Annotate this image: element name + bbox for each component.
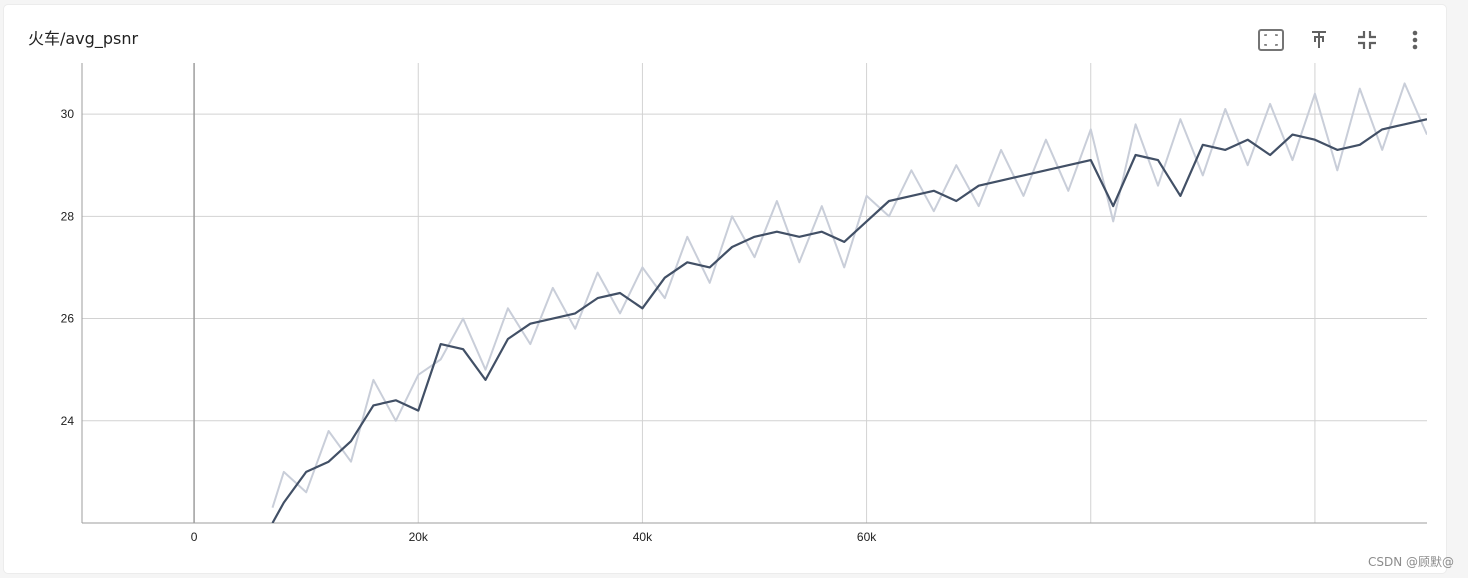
watermark: CSDN @顾默@ xyxy=(1367,555,1454,569)
y-tick-label: 30 xyxy=(61,107,75,121)
smoothed-series-line xyxy=(271,118,1427,523)
pin-button[interactable] xyxy=(1304,26,1334,54)
chart-card: 火车/avg_psnr xyxy=(4,5,1446,573)
y-tick-label: 28 xyxy=(61,209,75,223)
collapse-icon xyxy=(1358,31,1376,49)
raw-series-line xyxy=(271,82,1427,509)
chart-title: 火车/avg_psnr xyxy=(28,29,139,48)
fit-domain-button[interactable] xyxy=(1256,26,1286,54)
collapse-button[interactable] xyxy=(1352,26,1382,54)
x-tick-label: 60k xyxy=(857,530,877,544)
x-tick-label: 20k xyxy=(409,530,429,544)
fit-to-screen-icon xyxy=(1258,29,1284,51)
y-tick-label: 24 xyxy=(61,414,75,428)
more-menu-button[interactable] xyxy=(1400,26,1430,54)
y-tick-label: 26 xyxy=(61,312,75,326)
pin-icon xyxy=(1312,31,1326,48)
x-tick-label: 40k xyxy=(633,530,653,544)
card-toolbar xyxy=(1226,26,1446,56)
x-tick-label: 0 xyxy=(191,530,198,544)
more-vert-icon xyxy=(1412,30,1418,50)
